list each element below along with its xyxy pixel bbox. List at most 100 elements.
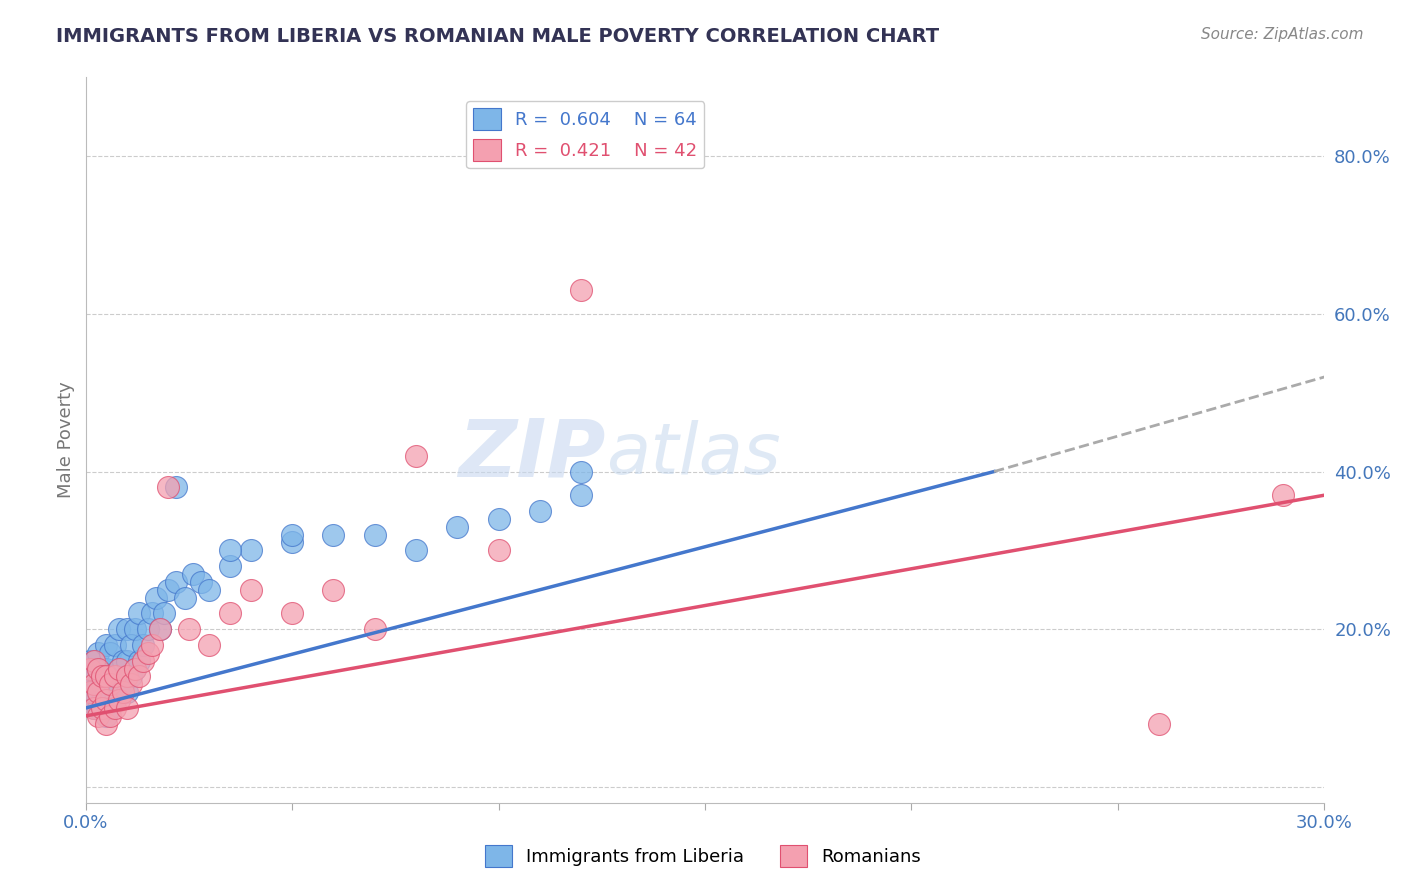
Point — [87, 677, 110, 691]
Point — [488, 543, 510, 558]
Point — [281, 535, 304, 549]
Point — [322, 582, 344, 597]
Point — [141, 607, 163, 621]
Point — [79, 662, 101, 676]
Point — [120, 677, 142, 691]
Point — [157, 480, 180, 494]
Point — [83, 654, 105, 668]
Point — [107, 685, 129, 699]
Point — [100, 669, 122, 683]
Point — [96, 669, 118, 683]
Point — [569, 283, 592, 297]
Point — [145, 591, 167, 605]
Point — [103, 669, 125, 683]
Point — [141, 638, 163, 652]
Point — [111, 685, 134, 699]
Point — [165, 480, 187, 494]
Point — [79, 685, 101, 699]
Point — [190, 574, 212, 589]
Point — [281, 527, 304, 541]
Point — [1147, 716, 1170, 731]
Point — [87, 685, 110, 699]
Point — [87, 662, 110, 676]
Point — [569, 465, 592, 479]
Text: Source: ZipAtlas.com: Source: ZipAtlas.com — [1201, 27, 1364, 42]
Point — [96, 685, 118, 699]
Point — [83, 677, 105, 691]
Point — [96, 709, 118, 723]
Point — [124, 622, 146, 636]
Y-axis label: Male Poverty: Male Poverty — [58, 382, 75, 499]
Point — [198, 582, 221, 597]
Point — [100, 709, 122, 723]
Point — [363, 622, 385, 636]
Point — [569, 488, 592, 502]
Point — [181, 567, 204, 582]
Point — [87, 662, 110, 676]
Point — [96, 716, 118, 731]
Point — [132, 654, 155, 668]
Point — [153, 607, 176, 621]
Point — [100, 701, 122, 715]
Point — [239, 543, 262, 558]
Text: ZIP: ZIP — [458, 416, 606, 493]
Point — [83, 701, 105, 715]
Point — [363, 527, 385, 541]
Point — [87, 646, 110, 660]
Point — [177, 622, 200, 636]
Point — [405, 543, 427, 558]
Point — [115, 701, 138, 715]
Point — [124, 662, 146, 676]
Point — [128, 607, 150, 621]
Legend: R =  0.604    N = 64, R =  0.421    N = 42: R = 0.604 N = 64, R = 0.421 N = 42 — [467, 101, 704, 169]
Point — [281, 607, 304, 621]
Point — [115, 669, 138, 683]
Point — [100, 677, 122, 691]
Point — [83, 669, 105, 683]
Point — [173, 591, 195, 605]
Point — [91, 701, 114, 715]
Point — [157, 582, 180, 597]
Point — [219, 543, 242, 558]
Point — [165, 574, 187, 589]
Point — [107, 662, 129, 676]
Point — [446, 519, 468, 533]
Point — [529, 504, 551, 518]
Point — [83, 654, 105, 668]
Point — [91, 669, 114, 683]
Point — [79, 669, 101, 683]
Text: atlas: atlas — [606, 420, 780, 489]
Point — [1272, 488, 1295, 502]
Point — [136, 622, 159, 636]
Point — [103, 701, 125, 715]
Legend: Immigrants from Liberia, Romanians: Immigrants from Liberia, Romanians — [477, 838, 929, 874]
Point — [103, 669, 125, 683]
Point — [219, 607, 242, 621]
Point — [96, 638, 118, 652]
Point — [83, 685, 105, 699]
Point — [115, 622, 138, 636]
Point — [83, 701, 105, 715]
Point — [79, 685, 101, 699]
Point — [120, 669, 142, 683]
Point — [219, 559, 242, 574]
Point — [100, 646, 122, 660]
Point — [91, 693, 114, 707]
Point — [128, 654, 150, 668]
Point — [405, 449, 427, 463]
Point — [239, 582, 262, 597]
Point — [120, 638, 142, 652]
Point — [103, 693, 125, 707]
Point — [96, 693, 118, 707]
Point — [107, 662, 129, 676]
Point — [124, 662, 146, 676]
Point — [96, 662, 118, 676]
Point — [132, 638, 155, 652]
Point — [128, 669, 150, 683]
Point — [107, 622, 129, 636]
Point — [107, 693, 129, 707]
Point — [198, 638, 221, 652]
Point — [103, 638, 125, 652]
Point — [322, 527, 344, 541]
Point — [91, 677, 114, 691]
